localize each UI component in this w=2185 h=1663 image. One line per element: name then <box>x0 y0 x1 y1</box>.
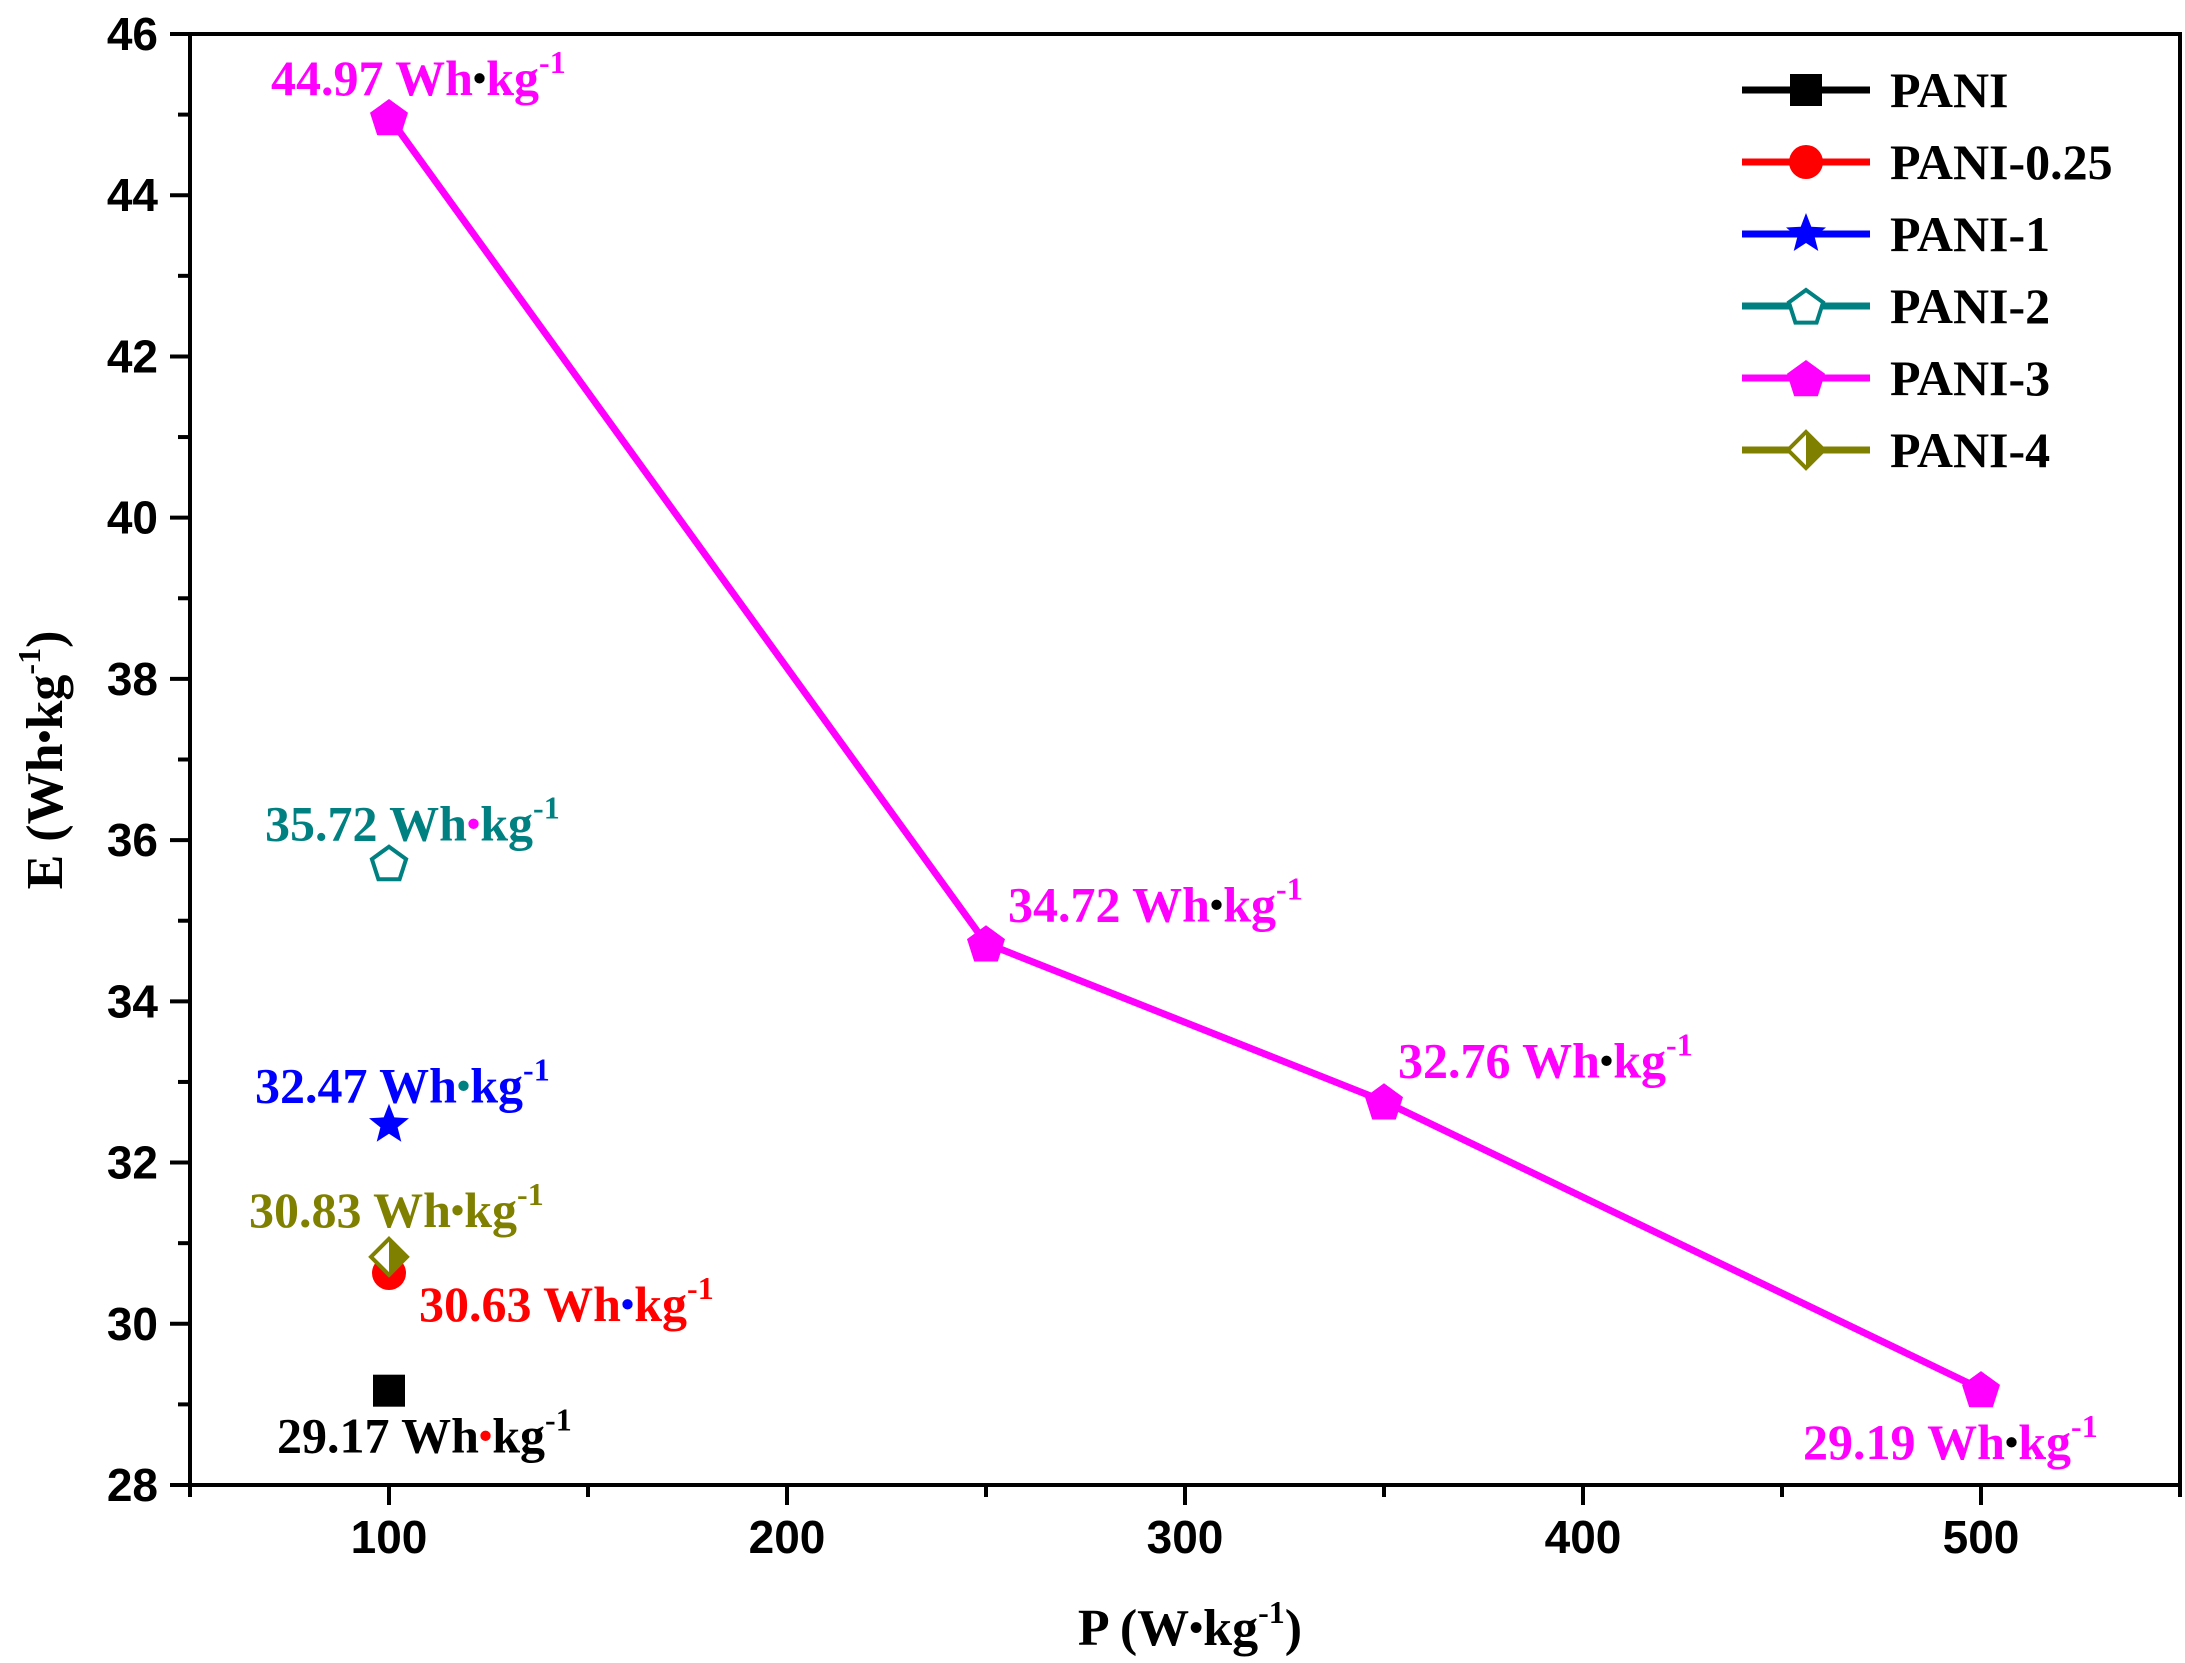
y-tick-label: 30 <box>107 1298 158 1350</box>
y-tick-label: 38 <box>107 653 158 705</box>
x-tick-label: 100 <box>351 1511 428 1563</box>
annotation-pani025: 30.63 Wh•kg-1 <box>419 1270 714 1332</box>
legend-label: PANI-4 <box>1890 422 2050 478</box>
legend-swatch-marker <box>1786 213 1826 251</box>
y-tick-label: 34 <box>107 975 159 1027</box>
data-point-pani-3-0 <box>370 99 408 136</box>
legend: PANI PANI-0.25 PANI-1 PANI-2 PANI-3 PANI-4 <box>1742 62 2113 478</box>
y-tick-label: 40 <box>107 492 158 544</box>
legend-item-pani-0.25: PANI-0.25 <box>1742 134 2113 190</box>
annotation-pani1: 32.47 Wh•kg-1 <box>255 1052 550 1114</box>
legend-item-pani-3: PANI-3 <box>1742 350 2050 406</box>
legend-swatch-marker <box>1787 360 1825 397</box>
legend-item-pani-1: PANI-1 <box>1742 206 2050 262</box>
legend-swatch-marker <box>1790 74 1822 106</box>
ticks <box>170 32 2182 1505</box>
markers <box>368 99 2000 1408</box>
legend-swatch-marker <box>1789 145 1823 179</box>
legend-item-pani-4: PANI-4 <box>1742 422 2050 478</box>
annotation-pani3c: 32.76 Wh•kg-1 <box>1398 1026 1693 1088</box>
legend-label: PANI-2 <box>1890 278 2050 334</box>
x-tick-label: 300 <box>1147 1511 1224 1563</box>
annotation-pani3a: 44.97 Wh•kg-1 <box>271 44 566 106</box>
data-point-pani-2-0 <box>369 844 409 882</box>
x-tick-label: 500 <box>1943 1511 2020 1563</box>
legend-item-pani-2: PANI-2 <box>1742 278 2050 334</box>
x-tick-label: 400 <box>1545 1511 1622 1563</box>
data-point-pani-0 <box>373 1374 405 1407</box>
legend-label: PANI-1 <box>1890 206 2050 262</box>
legend-item-pani: PANI <box>1742 62 2009 118</box>
y-tick-label: 42 <box>107 330 158 382</box>
legend-label: PANI-3 <box>1890 350 2050 406</box>
annotation-pani3d: 29.19 Wh•kg-1 <box>1803 1408 2098 1470</box>
legend-swatch-marker <box>1785 429 1827 471</box>
data-point-pani-4-0 <box>368 1236 410 1278</box>
x-axis-label: P (W•kg-1) <box>1078 1594 1302 1657</box>
legend-label: PANI <box>1890 62 2009 118</box>
data-point-pani-1-0 <box>369 1103 409 1142</box>
data-point-pani-3-3 <box>1962 1371 2000 1408</box>
legend-swatch-marker <box>1786 287 1826 325</box>
y-tick-label: 36 <box>107 814 158 866</box>
annotation-pani2: 35.72 Wh•kg-1 <box>265 790 560 852</box>
series-lines <box>386 114 1983 1393</box>
data-point-pani-3-2 <box>1365 1083 1403 1120</box>
axis-labels: P (W•kg-1) E (Wh•kg-1) <box>11 631 1302 1657</box>
annotation-pani: 29.17 Wh•kg-1 <box>277 1402 572 1464</box>
annotation-pani3b: 34.72 Wh•kg-1 <box>1008 870 1303 932</box>
data-point-pani-3-1 <box>967 925 1005 962</box>
annotation-pani4: 30.83 Wh•kg-1 <box>249 1176 544 1238</box>
annotations: 29.17 Wh•kg-1 30.63 Wh•kg-1 30.83 Wh•kg-1 3… <box>249 44 2098 1470</box>
x-tick-label: 200 <box>749 1511 826 1563</box>
y-tick-label: 32 <box>107 1137 158 1189</box>
tick-labels: 100 200 300 400 500 28 30 32 34 36 38 40 42 44 46 <box>107 8 2020 1563</box>
y-tick-label: 46 <box>107 8 158 60</box>
series-line-pani-3 <box>386 114 1983 1393</box>
legend-label: PANI-0.25 <box>1890 134 2113 190</box>
y-axis-label: E (Wh•kg-1) <box>11 631 74 890</box>
y-tick-label: 44 <box>107 169 159 221</box>
y-tick-label: 28 <box>107 1459 158 1511</box>
